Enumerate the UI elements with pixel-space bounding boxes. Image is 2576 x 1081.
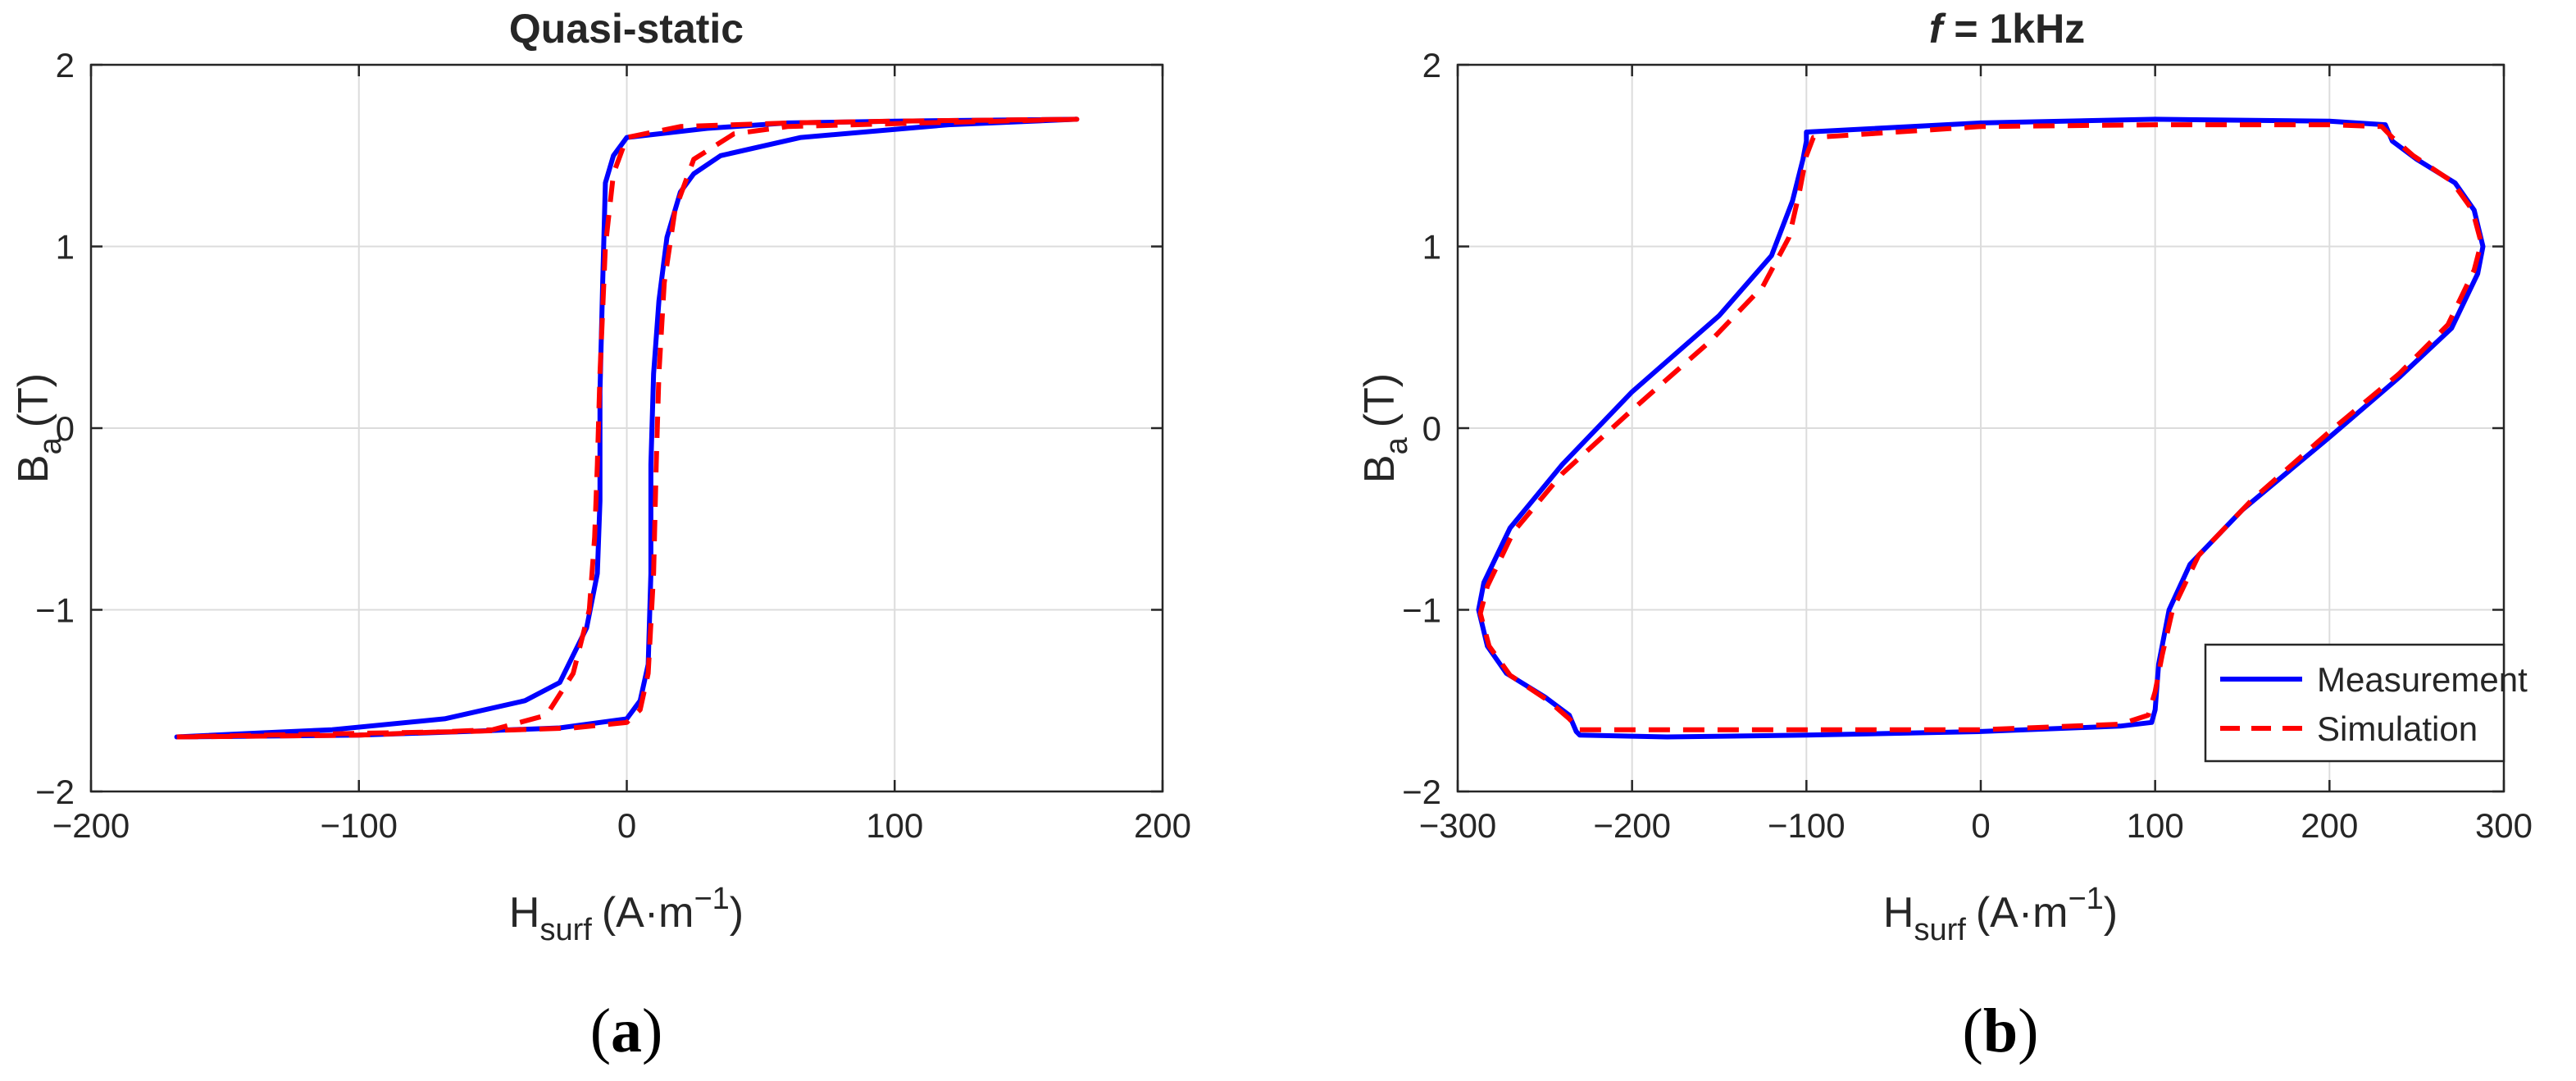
y-tick-label: −2 (1402, 773, 1441, 811)
x-axis-label-b: Hsurf (A·m−1) (1883, 882, 2118, 947)
x-tick-label: 100 (866, 806, 923, 845)
chart-panel-b: −300 −200 −100 0 100 200 300 −2 −1 0 1 2 f = 1kHz H… (1356, 6, 2533, 1065)
panel-label-a: (a) (590, 997, 663, 1065)
ticks-a: −200 −100 0 100 200 −2 −1 0 1 2 (35, 46, 1191, 845)
chart-panel-a: −200 −100 0 100 200 −2 −1 0 1 2 Quasi-static Hsur… (10, 6, 1191, 1065)
x-tick-label: 0 (617, 806, 636, 845)
x-tick-label: 0 (1971, 806, 1990, 845)
series-layer-b (1476, 116, 2486, 740)
ticks-b: −300 −200 −100 0 100 200 300 −2 −1 0 1 2 (1402, 46, 2533, 845)
x-tick-label: −300 (1419, 806, 1497, 845)
series-line-measurement (1476, 116, 2486, 740)
y-tick-label: 1 (56, 228, 75, 267)
y-tick-label: 2 (1422, 46, 1441, 84)
y-axis-label-b: Ba(T) (1356, 373, 1414, 483)
y-tick-label: 2 (56, 46, 75, 84)
series-line-simulation (1477, 122, 2484, 732)
y-tick-label: 0 (56, 409, 75, 448)
y-tick-label: −1 (1402, 591, 1441, 630)
legend: Measurement Simulation (2204, 643, 2528, 763)
chart-title-b: f = 1kHz (1929, 6, 2085, 52)
y-axis-label-a: Ba(T) (10, 373, 68, 483)
x-tick-label: 300 (2475, 806, 2533, 845)
y-tick-label: −2 (35, 773, 75, 811)
x-tick-label: −200 (1593, 806, 1671, 845)
series-line-simulation (176, 116, 1080, 740)
chart-title-a: Quasi-static (509, 6, 744, 52)
x-tick-label: 100 (2127, 806, 2184, 845)
series-layer-a (174, 116, 1080, 740)
legend-label-measurement: Measurement (2317, 660, 2528, 699)
x-axis-label-a: Hsurf (A·m−1) (509, 882, 744, 947)
y-tick-label: 0 (1422, 409, 1441, 448)
x-tick-label: −100 (320, 806, 398, 845)
panel-label-b: (b) (1963, 997, 2039, 1065)
y-tick-label: 1 (1422, 228, 1441, 267)
legend-label-simulation: Simulation (2317, 709, 2478, 748)
y-tick-label: −1 (35, 591, 75, 630)
legend-box (2204, 643, 2505, 763)
x-tick-label: −100 (1768, 806, 1846, 845)
grid-a (90, 64, 1163, 792)
x-tick-label: −200 (52, 806, 130, 845)
x-tick-label: 200 (1134, 806, 1191, 845)
x-tick-label: 200 (2301, 806, 2358, 845)
